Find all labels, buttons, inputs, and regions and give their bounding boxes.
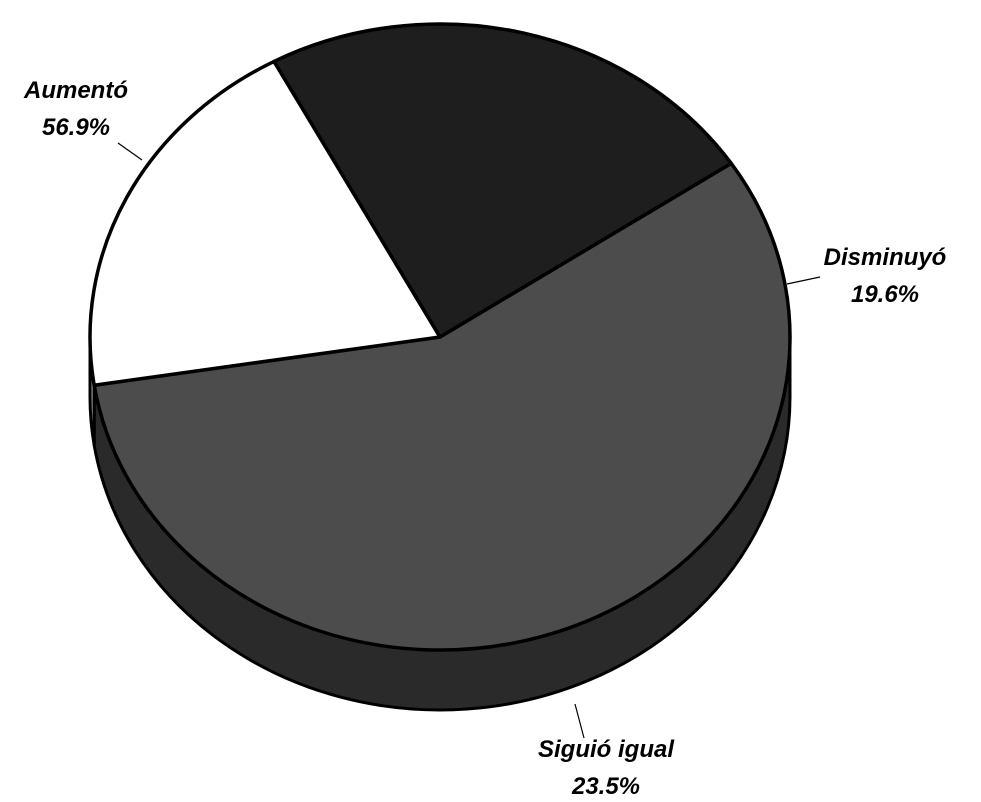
slice-label-siguio-igual: Siguió igual [538,736,675,763]
leader-line-siguio-igual [574,703,585,739]
leader-line-disminuyo [786,276,821,285]
pie-slice-disminuyo [88,59,442,387]
leader-line-aumento [117,142,143,161]
slice-label-aumento: Aumentó [23,77,128,104]
pie-slice-aumento [92,161,792,652]
slice-value-disminuyo: 19.6% [851,281,919,308]
slice-value-siguio-igual: 23.5% [571,773,640,800]
pie-tops [88,22,792,652]
slice-value-aumento: 56.9% [42,114,110,141]
slice-label-disminuyo: Disminuyó [824,244,947,271]
pie-slice-siguio-igual [272,22,733,339]
leader-lines [117,142,821,739]
